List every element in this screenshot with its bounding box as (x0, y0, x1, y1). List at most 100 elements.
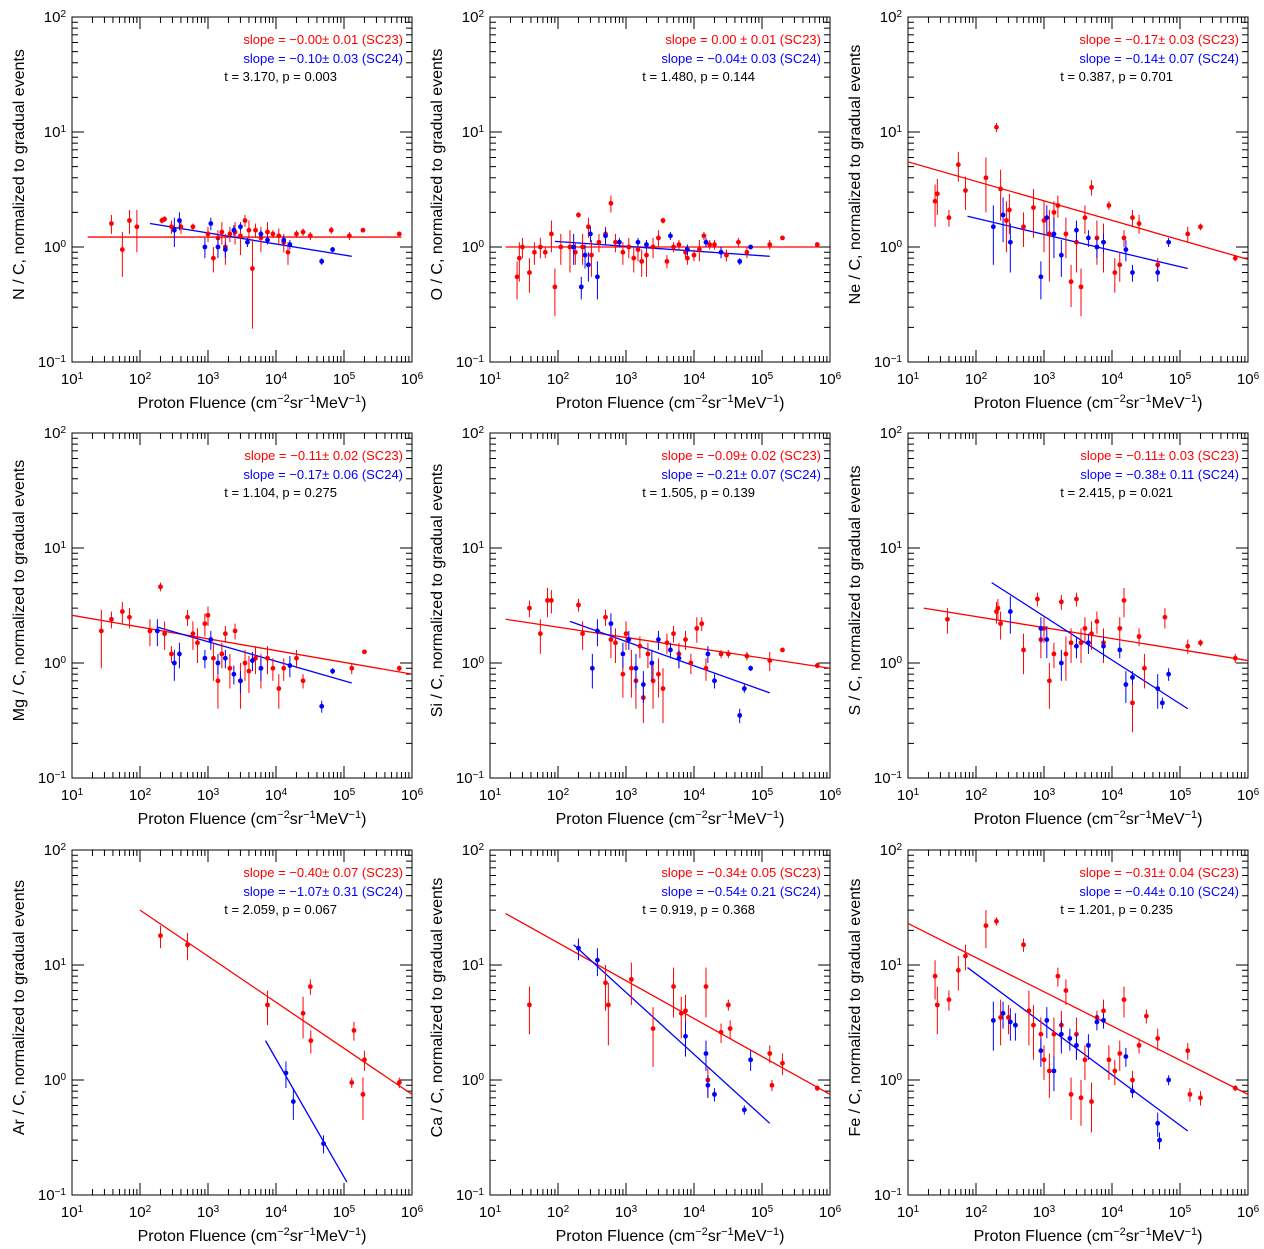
data-point (265, 237, 270, 243)
fit-line-sc23 (923, 607, 1248, 662)
data-point (177, 651, 182, 657)
data-point (633, 665, 639, 671)
data-point (705, 1082, 711, 1088)
data-point (983, 923, 989, 929)
data-point (177, 218, 182, 223)
data-point (1185, 1048, 1191, 1054)
panel-si: 101 102 103 104 105 106 10−1 100 101 102 Proton Fl… (429, 425, 842, 829)
x-tick-label: 106 (401, 1204, 424, 1222)
data-point (1058, 660, 1064, 666)
data-point (635, 239, 641, 245)
data-point (552, 284, 558, 290)
data-point (215, 660, 221, 666)
data-point (736, 239, 741, 245)
data-point (707, 242, 713, 247)
data-point (1232, 655, 1238, 661)
data-point (1082, 625, 1088, 631)
y-tick-label: 100 (880, 239, 903, 257)
data-point (748, 244, 754, 250)
data-point (1078, 284, 1084, 290)
data-point (300, 1010, 306, 1016)
data-point (946, 215, 952, 221)
data-point (814, 242, 820, 247)
data-point (676, 655, 682, 661)
x-axis-title: Proton Fluence (cm−2sr−1MeV−1) (556, 393, 785, 412)
data-point (514, 274, 520, 280)
data-point (1055, 973, 1061, 979)
y-tick-label: 100 (462, 1072, 485, 1090)
x-tick-label: 102 (129, 1204, 152, 1222)
data-point (639, 258, 645, 264)
x-axis-title: Proton Fluence (cm−2sr−1MeV−1) (138, 393, 367, 412)
data-point (608, 200, 614, 206)
data-point (222, 631, 228, 637)
x-tick-label: 106 (1237, 1204, 1260, 1222)
y-tick-label: 101 (880, 957, 903, 975)
data-point (1058, 599, 1064, 605)
fit-line-sc24 (149, 222, 352, 257)
data-point (208, 221, 214, 226)
data-point (1136, 221, 1142, 226)
y-tick-label: 100 (44, 239, 67, 257)
plot-frame (71, 16, 413, 363)
data-point (995, 605, 1001, 611)
data-point (1136, 1042, 1142, 1048)
data-point (222, 655, 228, 661)
data-point (1143, 1013, 1149, 1019)
data-point (1044, 637, 1050, 642)
fit-line-sc23 (72, 614, 412, 675)
series-sc23 (527, 941, 820, 1098)
x-tick-label: 101 (61, 1204, 84, 1222)
data-point (990, 224, 996, 230)
data-point (222, 247, 228, 252)
x-tick-label: 105 (751, 787, 774, 805)
data-point (685, 247, 690, 252)
data-point (656, 637, 661, 642)
data-point (208, 637, 214, 642)
data-point (1089, 184, 1094, 190)
data-point (1198, 640, 1203, 646)
data-point (748, 665, 754, 671)
data-point (210, 655, 216, 661)
x-tick-label: 101 (61, 787, 84, 805)
x-tick-label: 102 (547, 371, 570, 389)
fit-line-sc24 (569, 620, 770, 694)
data-point (396, 1080, 402, 1085)
series-sc24 (990, 1001, 1172, 1150)
plot-frame (489, 849, 831, 1196)
data-point (580, 244, 585, 250)
y-tick-label: 101 (462, 540, 485, 558)
data-point (134, 224, 140, 230)
data-point (1051, 1031, 1057, 1037)
y-tick-label: 101 (880, 540, 903, 558)
series-sc24 (154, 619, 336, 713)
fit-line-sc24 (991, 582, 1189, 710)
data-point (250, 266, 255, 271)
data-point (1106, 1057, 1112, 1063)
data-point (1166, 1077, 1172, 1083)
data-point (725, 1002, 731, 1008)
data-point (718, 651, 724, 657)
data-point (300, 678, 306, 684)
data-point (932, 973, 938, 979)
data-point (1166, 239, 1172, 245)
data-point (741, 686, 747, 691)
data-point (1130, 270, 1135, 275)
y-tick-label: 10−1 (456, 354, 485, 372)
data-point (668, 647, 673, 653)
x-tick-label: 105 (1169, 1204, 1192, 1222)
data-point (1130, 215, 1135, 221)
data-point (202, 621, 208, 627)
data-layer (908, 910, 1248, 1150)
data-point (1155, 270, 1161, 275)
x-tick-label: 101 (479, 371, 502, 389)
stats-label: t = 1.104, p = 0.275 (224, 485, 337, 500)
x-tick-label: 103 (615, 1204, 638, 1222)
plot-frame (71, 432, 413, 779)
data-point (1086, 235, 1091, 241)
data-point (1078, 1095, 1084, 1101)
data-point (741, 1107, 747, 1113)
data-point (1123, 247, 1129, 252)
data-point (1041, 1057, 1047, 1063)
